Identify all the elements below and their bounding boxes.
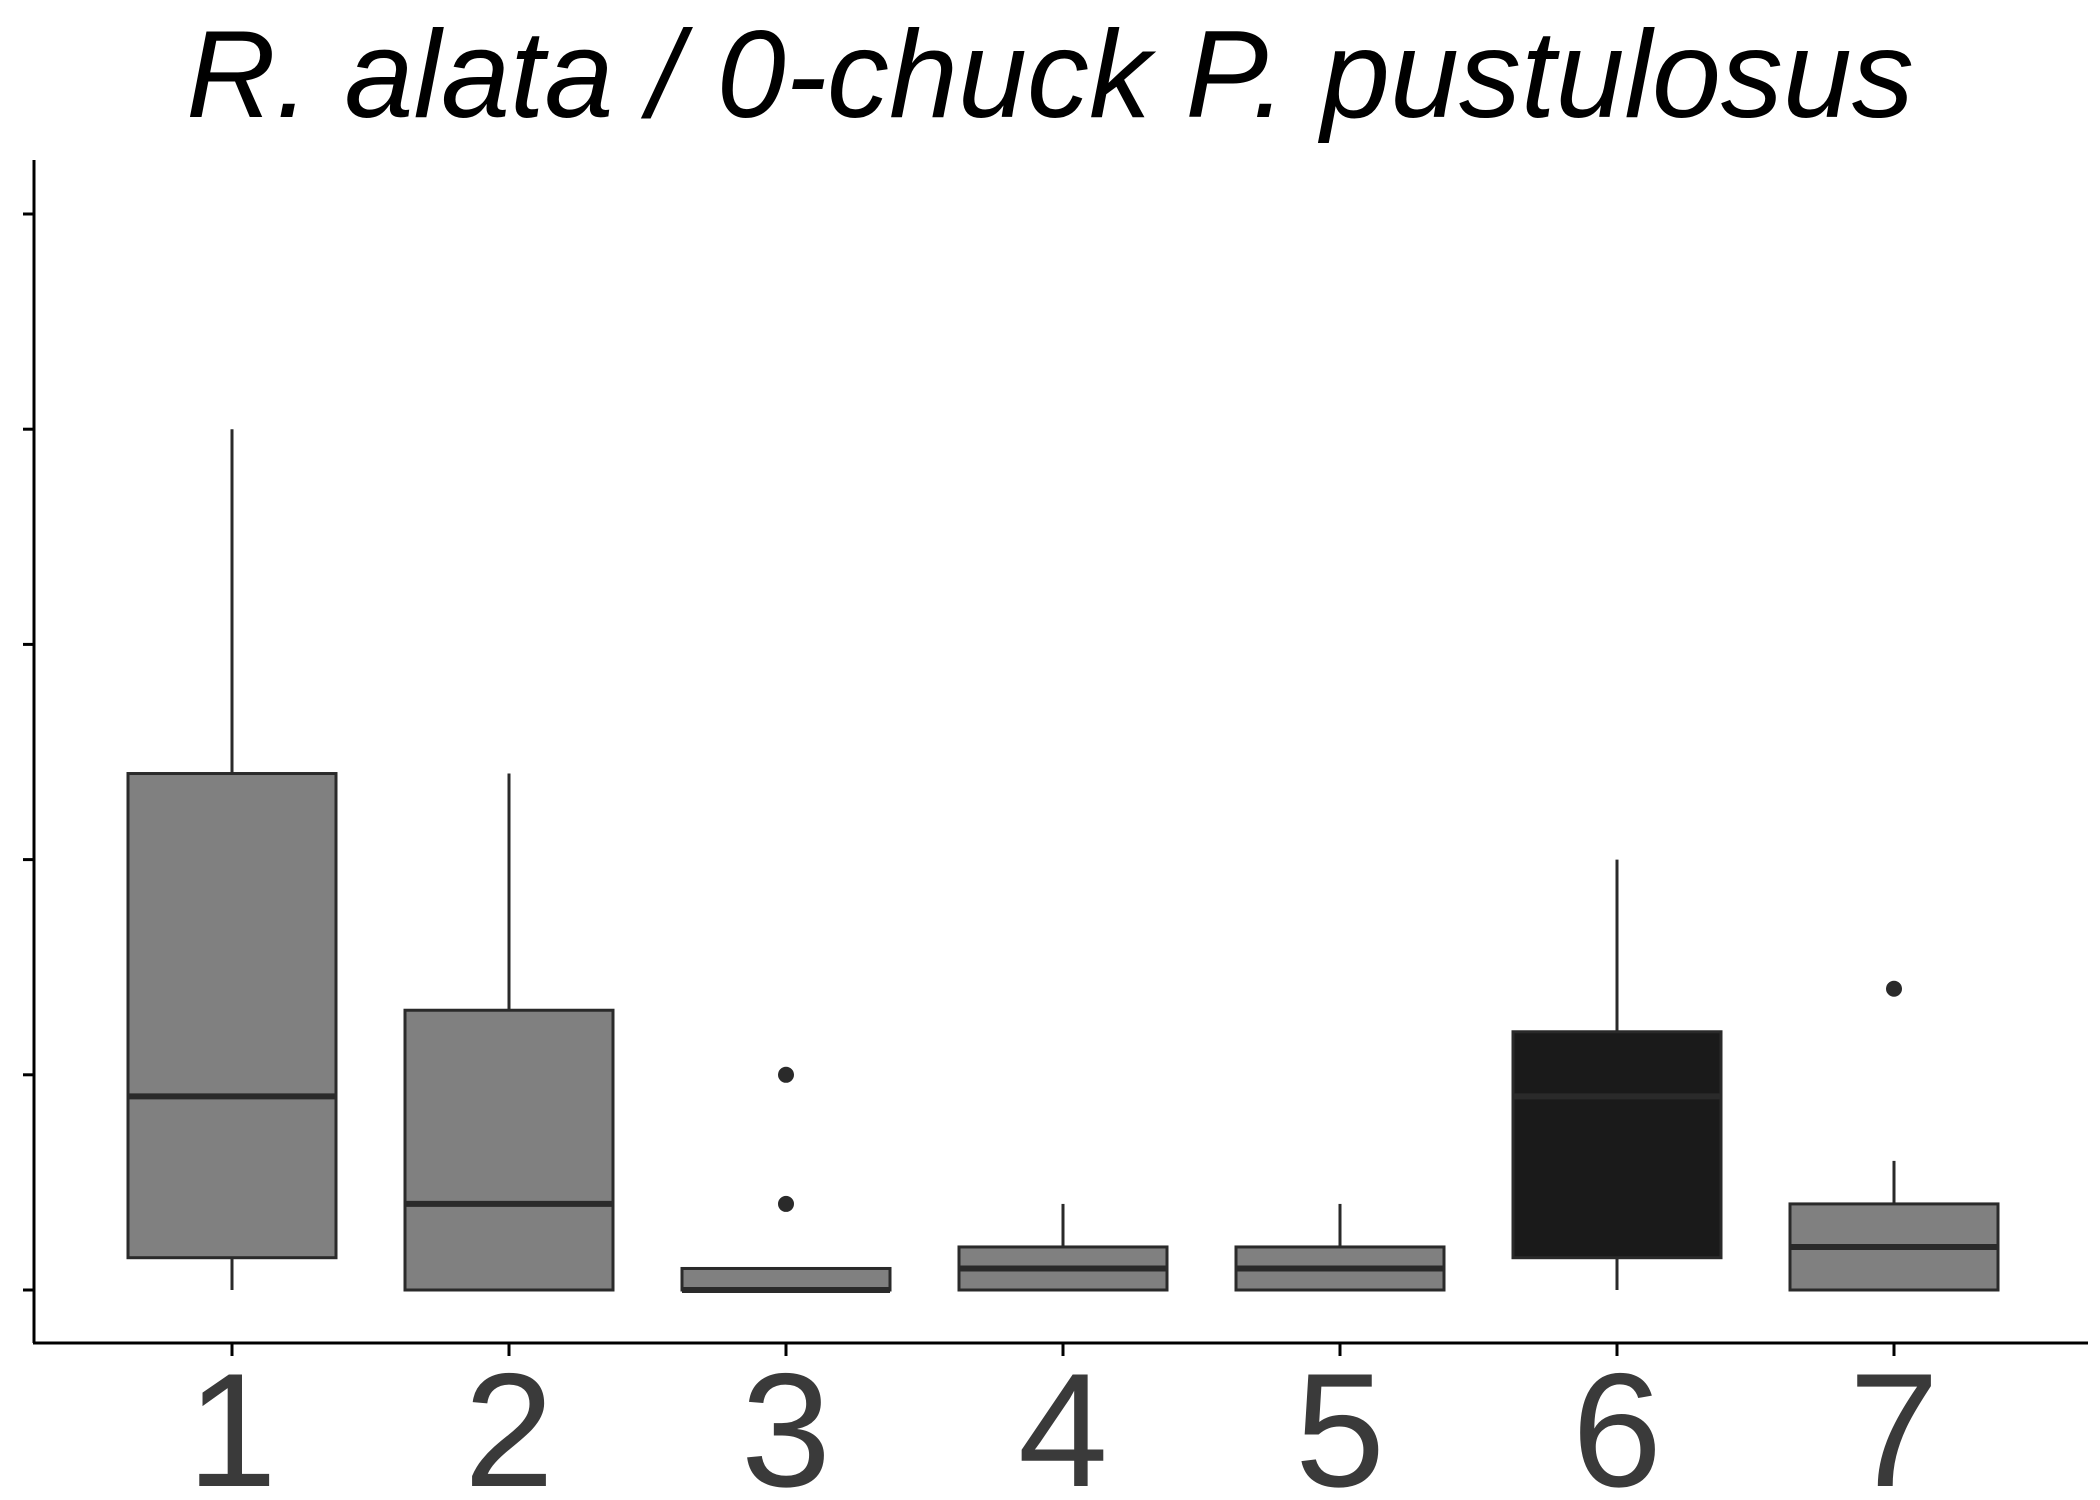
x-tick-label: 2	[464, 1340, 554, 1500]
box-3	[680, 1066, 892, 1293]
outlier-point	[778, 1066, 794, 1083]
box-rect	[680, 1266, 892, 1292]
outlier-point	[778, 1195, 794, 1212]
x-tick-label: 6	[1572, 1340, 1662, 1500]
x-tick-label: 7	[1849, 1340, 1939, 1500]
x-tick-label: 1	[187, 1340, 277, 1500]
x-tick-label: 4	[1018, 1340, 1108, 1500]
box-rect	[1511, 1030, 1723, 1260]
x-axis-tick-labels: 1 2 3 4 5 6 7	[187, 1340, 1939, 1500]
box-1	[126, 429, 338, 1290]
box-7	[1788, 980, 2000, 1292]
x-tick-label: 3	[741, 1340, 831, 1500]
x-axis-ticks	[230, 1343, 1896, 1356]
outlier-point	[1886, 980, 1902, 997]
box-4	[957, 1203, 1169, 1292]
x-tick-label: 5	[1295, 1340, 1385, 1500]
chart-title: R. alata / 0-chuck P. pustulosus	[186, 6, 1914, 144]
box-2	[403, 773, 615, 1292]
y-axis-ticks	[23, 212, 34, 1292]
box-series	[126, 429, 2000, 1293]
box-6	[1511, 859, 1723, 1290]
box-5	[1234, 1203, 1446, 1292]
box-rect	[403, 1008, 615, 1292]
box-rect	[126, 772, 338, 1260]
